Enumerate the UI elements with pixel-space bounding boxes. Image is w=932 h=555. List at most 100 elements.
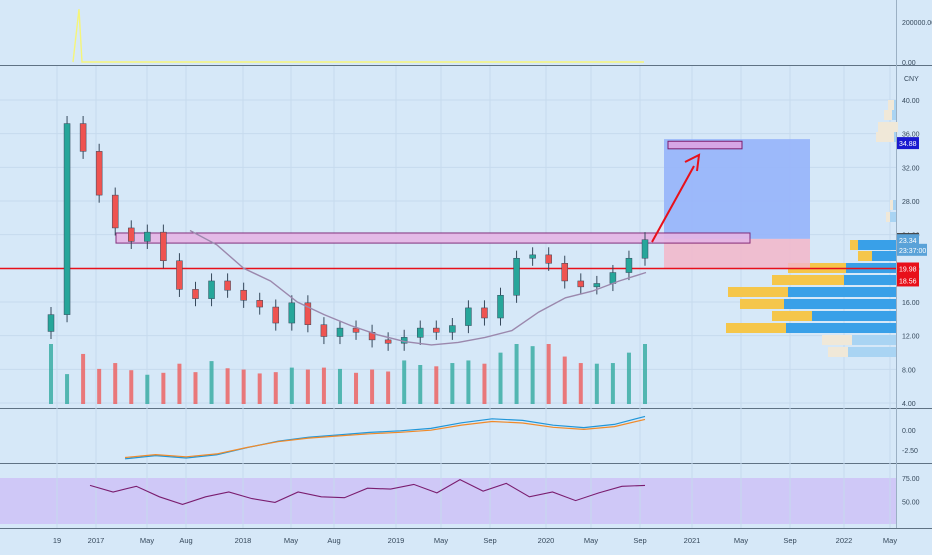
volume-bar — [354, 372, 359, 404]
candle-body — [111, 194, 119, 229]
volume-bar — [498, 352, 503, 404]
candle-body — [192, 289, 199, 299]
price-tick-label: 28.00 — [902, 199, 920, 206]
volume-profile-up — [772, 275, 844, 285]
volume-bar — [289, 367, 294, 404]
price-tick-label: 32.00 — [902, 165, 920, 172]
osc-tick-label: 0.00 — [902, 60, 916, 67]
ma-line — [189, 229, 647, 346]
osc-line — [72, 9, 644, 63]
time-tick-label: 2019 — [388, 536, 405, 545]
price-tag — [897, 243, 927, 256]
price-tick-label: 16.00 — [902, 300, 920, 307]
volume-bar — [434, 366, 439, 404]
volume-bar — [113, 363, 118, 404]
candle-body — [593, 283, 601, 288]
indicators — [72, 9, 646, 505]
volume-profile-up — [888, 100, 894, 110]
time-tick-label: May — [140, 536, 154, 545]
rsi-tick-label: 75.00 — [902, 476, 920, 483]
volume-bar — [610, 363, 615, 404]
volume-bar — [643, 344, 647, 404]
volume-bars — [49, 344, 647, 404]
volume-bar — [530, 346, 535, 404]
candle-body — [465, 307, 472, 326]
rsi-tick-label: 50.00 — [902, 500, 920, 507]
price-tag — [897, 234, 919, 247]
volume-profile-up — [890, 200, 893, 210]
resistance-zone — [115, 232, 751, 244]
volume-profile-down — [844, 275, 896, 285]
candles — [47, 115, 649, 351]
volume-bar — [305, 369, 310, 404]
candle-body — [288, 302, 296, 324]
volume-profile-up — [772, 311, 812, 321]
volume-profile-up — [850, 240, 858, 250]
rsi-band — [0, 478, 896, 524]
candle-body — [497, 295, 504, 319]
candle-body — [176, 260, 183, 290]
volume-profile-up — [822, 335, 852, 345]
projection-arrow — [651, 165, 695, 243]
price-tag — [897, 262, 919, 275]
volume-bar — [97, 368, 102, 404]
candle-body — [144, 231, 151, 242]
price-tick-label: 4.00 — [902, 401, 916, 408]
volume-bar — [386, 371, 391, 404]
signal-line — [124, 418, 646, 459]
candle-body — [240, 289, 247, 301]
time-tick-label: May — [434, 536, 448, 545]
candle-body — [79, 123, 87, 152]
volume-profile-up — [886, 212, 890, 222]
volume-bar — [594, 363, 599, 404]
time-tick-label: May — [584, 536, 598, 545]
candle-body — [320, 324, 328, 337]
volume-profile-down — [784, 299, 896, 309]
candle-body — [384, 339, 392, 344]
volume-profile-up — [876, 132, 894, 142]
zones — [0, 139, 896, 270]
candle-body — [304, 302, 312, 325]
stop-box — [664, 238, 810, 269]
volume-bar — [225, 368, 230, 404]
time-tick-label: 2021 — [684, 536, 701, 545]
candle-body — [256, 300, 263, 308]
osc-tick-label: 200000.00 — [902, 20, 932, 27]
volume-profile-down — [858, 240, 896, 250]
candle-body — [416, 327, 424, 338]
volume-profile-down — [894, 132, 896, 142]
volume-profile-up — [828, 347, 848, 357]
time-tick-label: Aug — [179, 536, 192, 545]
volume-profile-down — [848, 347, 896, 357]
price-tick-label: 12.00 — [902, 334, 920, 341]
volume-bar — [514, 344, 519, 404]
candle-body — [272, 306, 280, 324]
candle-body — [641, 239, 649, 259]
volume-bar — [321, 367, 326, 404]
time-tick-label: 2017 — [88, 536, 105, 545]
volume-profile-down — [812, 311, 896, 321]
price-tick-label: 40.00 — [902, 98, 920, 105]
price-tag-label: 34.88 — [899, 141, 917, 148]
volume-profile-up — [726, 323, 786, 333]
volume-bar — [482, 363, 487, 404]
volume-bar — [193, 372, 198, 404]
volume-bar — [546, 344, 551, 404]
target-zone — [667, 140, 743, 150]
volume-bar — [337, 368, 342, 404]
candle-body — [625, 257, 633, 273]
volume-profile-down — [852, 335, 896, 345]
candle-body — [529, 254, 536, 259]
candle-body — [47, 314, 55, 332]
volume-bar — [626, 352, 631, 404]
macd-tick-label: 0.00 — [902, 428, 916, 435]
volume-bar — [418, 365, 423, 404]
candle-body — [577, 280, 585, 288]
time-tick-label: 19 — [53, 536, 61, 545]
price-tag — [897, 137, 919, 150]
time-tick-label: 2020 — [538, 536, 555, 545]
volume-bar — [161, 372, 166, 404]
